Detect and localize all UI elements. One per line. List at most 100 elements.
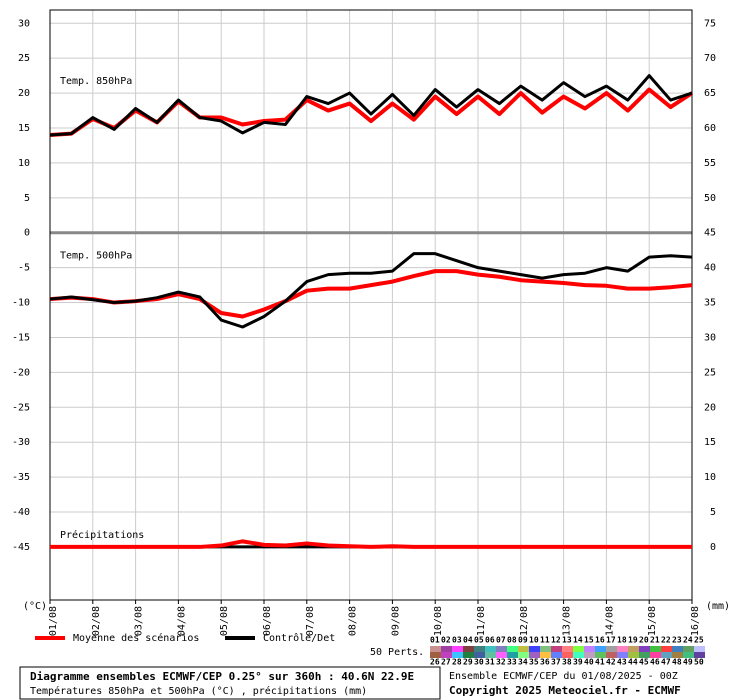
member-label: 24: [683, 636, 693, 645]
member-swatch: [672, 646, 683, 652]
y2-tick-label: 60: [704, 123, 716, 134]
member-swatch: [529, 646, 540, 652]
series-line: [49, 74, 693, 137]
member-label: 15: [584, 636, 594, 645]
member-label: 04: [463, 636, 473, 645]
member-swatch: [518, 646, 529, 652]
y-tick-label: 25: [18, 53, 30, 64]
y-tick-label: 20: [18, 88, 30, 99]
legend-label: Moyenne des scénarios: [73, 632, 199, 644]
member-swatch: [639, 652, 650, 658]
y2-tick-label: 20: [704, 402, 716, 413]
member-swatch: [430, 646, 441, 652]
y2-tick-label: 15: [704, 437, 716, 448]
chart-subtitle: Températures 850hPa et 500hPa (°C) , pré…: [30, 685, 367, 697]
member-label: 31: [485, 658, 495, 667]
member-label: 49: [683, 658, 693, 667]
y2-tick-label: 45: [704, 228, 716, 239]
member-label: 17: [606, 636, 616, 645]
y2-axis-label: (mm): [706, 601, 730, 612]
member-label: 50: [694, 658, 704, 667]
member-label: 36: [540, 658, 550, 667]
y-tick-label: 15: [18, 123, 30, 134]
x-tick-label: 12/08: [519, 606, 530, 636]
member-label: 13: [562, 636, 572, 645]
member-label: 30: [474, 658, 484, 667]
member-label: 45: [639, 658, 649, 667]
x-tick-label: 08/08: [348, 606, 359, 636]
y-tick-label: 5: [24, 193, 30, 204]
member-swatch: [595, 646, 606, 652]
x-tick-label: 05/08: [219, 606, 230, 636]
member-label: 03: [452, 636, 462, 645]
y-tick-label: -45: [12, 542, 30, 553]
member-label: 44: [628, 658, 638, 667]
y-tick-label: -40: [12, 507, 30, 518]
member-swatch: [540, 652, 551, 658]
member-label: 19: [628, 636, 638, 645]
member-swatch: [507, 646, 518, 652]
y-tick-label: -10: [12, 298, 30, 309]
member-swatch: [573, 652, 584, 658]
x-tick-label: 10/08: [433, 606, 444, 636]
member-swatch: [661, 646, 672, 652]
x-tick-label: 14/08: [604, 606, 615, 636]
member-swatch: [474, 646, 485, 652]
member-label: 37: [551, 658, 561, 667]
member-swatch: [540, 646, 551, 652]
member-swatch: [496, 646, 507, 652]
member-label: 20: [639, 636, 649, 645]
panel-label: Temp. 500hPa: [60, 251, 132, 262]
member-label: 46: [650, 658, 660, 667]
member-swatch: [650, 652, 661, 658]
plot-frame: [49, 9, 693, 601]
member-swatch: [551, 652, 562, 658]
member-swatch: [518, 652, 529, 658]
y2-tick-label: 70: [704, 53, 716, 64]
member-label: 26: [430, 658, 440, 667]
member-label: 33: [507, 658, 517, 667]
member-swatch: [650, 646, 661, 652]
member-swatch: [551, 646, 562, 652]
y-tick-label: 10: [18, 158, 30, 169]
x-tick-label: 04/08: [176, 606, 187, 636]
run-label: Ensemble ECMWF/CEP du 01/08/2025 - 00Z: [449, 671, 678, 682]
member-swatch: [441, 646, 452, 652]
member-swatch: [485, 646, 496, 652]
panel-label: Précipitations: [60, 529, 144, 541]
y2-tick-label: 65: [704, 88, 716, 99]
member-swatch: [452, 646, 463, 652]
member-swatch: [562, 652, 573, 658]
member-label: 16: [595, 636, 605, 645]
x-tick-label: 09/08: [390, 606, 401, 636]
member-swatch: [485, 652, 496, 658]
y2-tick-label: 50: [704, 193, 716, 204]
series-line: [49, 269, 693, 319]
x-tick-label: 07/08: [305, 606, 316, 636]
member-label: 11: [540, 636, 550, 645]
member-label: 47: [661, 658, 671, 667]
x-tick-label: 15/08: [647, 606, 658, 636]
y2-tick-label: 25: [704, 367, 716, 378]
y2-tick-label: 10: [704, 472, 716, 483]
member-swatch: [617, 646, 628, 652]
member-label: 27: [441, 658, 451, 667]
member-swatch: [474, 652, 485, 658]
legend-label: Contrôle/Det: [263, 632, 335, 644]
member-swatch: [672, 652, 683, 658]
member-swatch: [606, 646, 617, 652]
chart-title: Diagramme ensembles ECMWF/CEP 0.25° sur …: [30, 670, 414, 683]
y-tick-label: -30: [12, 437, 30, 448]
y-tick-label: -35: [12, 472, 30, 483]
member-label: 09: [518, 636, 528, 645]
member-label: 10: [529, 636, 539, 645]
y-tick-label: -25: [12, 402, 30, 413]
member-label: 41: [595, 658, 605, 667]
member-label: 21: [650, 636, 660, 645]
member-swatch: [584, 646, 595, 652]
member-label: 18: [617, 636, 627, 645]
member-label: 08: [507, 636, 517, 645]
y-axis-label: (°C): [23, 601, 47, 612]
member-label: 12: [551, 636, 561, 645]
